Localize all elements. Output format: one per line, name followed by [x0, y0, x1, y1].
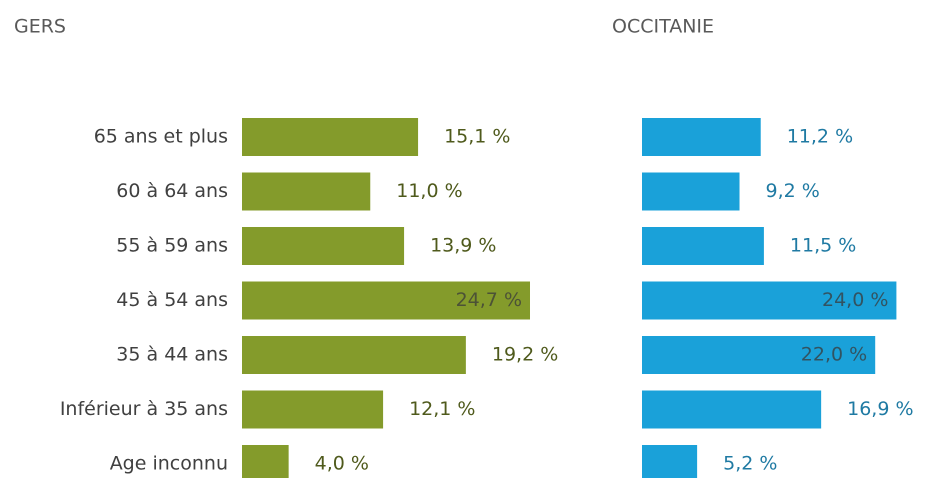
bar — [642, 390, 822, 429]
bar — [242, 281, 531, 320]
bar — [642, 281, 897, 320]
value-label: 9,2 % — [766, 180, 820, 202]
bar — [242, 172, 371, 211]
value-label: 24,7 % — [456, 289, 522, 311]
bar — [642, 445, 698, 478]
value-label: 22,0 % — [801, 344, 867, 366]
value-label: 19,2 % — [492, 344, 558, 366]
bar — [242, 227, 405, 265]
bar — [642, 172, 740, 211]
category-label: 60 à 64 ans — [116, 180, 228, 202]
bar — [642, 336, 876, 374]
value-label: 13,9 % — [430, 235, 496, 257]
chart-title: OCCITANIE — [612, 16, 714, 38]
value-label: 16,9 % — [847, 398, 913, 420]
category-label: Inférieur à 35 ans — [60, 398, 228, 420]
value-label: 11,2 % — [787, 126, 853, 148]
bar — [642, 118, 761, 156]
value-label: 5,2 % — [723, 453, 777, 475]
bar — [242, 118, 419, 156]
bar — [242, 445, 289, 478]
category-label: 35 à 44 ans — [116, 344, 228, 366]
value-label: 11,5 % — [790, 235, 856, 257]
value-label: 24,0 % — [822, 289, 888, 311]
category-label: 65 ans et plus — [94, 126, 228, 148]
chart-title: GERS — [14, 16, 66, 38]
value-label: 15,1 % — [444, 126, 510, 148]
bar — [242, 336, 466, 374]
bar — [642, 227, 764, 265]
category-label: 45 à 54 ans — [116, 289, 228, 311]
category-label: 55 à 59 ans — [116, 235, 228, 257]
value-label: 4,0 % — [315, 453, 369, 475]
category-label: Age inconnu — [110, 453, 228, 475]
value-label: 11,0 % — [396, 180, 462, 202]
value-label: 12,1 % — [409, 398, 475, 420]
bar — [242, 390, 384, 429]
